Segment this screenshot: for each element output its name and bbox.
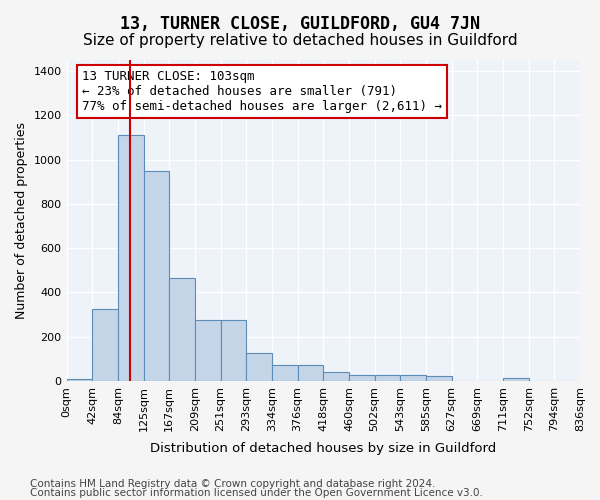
Bar [246, 353, 272, 381]
X-axis label: Distribution of detached houses by size in Guildford: Distribution of detached houses by size … [150, 442, 496, 455]
Bar [92, 309, 118, 381]
Bar [169, 278, 195, 381]
Text: 13, TURNER CLOSE, GUILDFORD, GU4 7JN: 13, TURNER CLOSE, GUILDFORD, GU4 7JN [120, 15, 480, 33]
Text: 13 TURNER CLOSE: 103sqm
← 23% of detached houses are smaller (791)
77% of semi-d: 13 TURNER CLOSE: 103sqm ← 23% of detache… [82, 70, 442, 112]
Bar [67, 378, 92, 381]
Bar [503, 378, 529, 381]
Text: Size of property relative to detached houses in Guildford: Size of property relative to detached ho… [83, 32, 517, 48]
Bar [143, 170, 169, 381]
Bar [118, 135, 143, 381]
Text: Contains public sector information licensed under the Open Government Licence v3: Contains public sector information licen… [30, 488, 483, 498]
Bar [298, 366, 323, 381]
Y-axis label: Number of detached properties: Number of detached properties [15, 122, 28, 319]
Bar [221, 320, 246, 381]
Bar [400, 376, 426, 381]
Text: Contains HM Land Registry data © Crown copyright and database right 2024.: Contains HM Land Registry data © Crown c… [30, 479, 436, 489]
Bar [323, 372, 349, 381]
Bar [426, 376, 452, 381]
Bar [195, 320, 221, 381]
Bar [272, 366, 298, 381]
Bar [349, 376, 374, 381]
Bar [374, 376, 400, 381]
